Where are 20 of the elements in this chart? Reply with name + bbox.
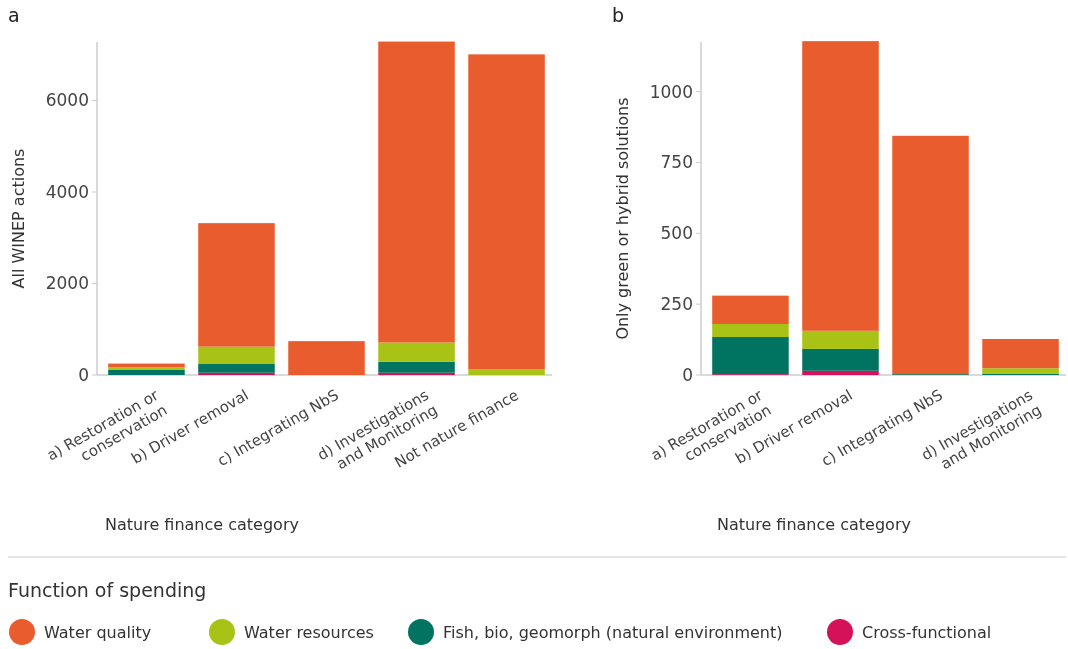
y-axis-title: Only green or hybrid solutions	[613, 97, 632, 340]
legend-label: Fish, bio, geomorph (natural environment)	[443, 622, 783, 642]
y-tick-label: 1000	[649, 81, 693, 102]
y-tick-label: 750	[660, 152, 693, 173]
x-axis-title: Nature finance category	[105, 515, 299, 534]
x-axis-title: Nature finance category	[717, 515, 911, 534]
y-tick-label: 6000	[45, 90, 89, 111]
legend-label: Cross-functional	[862, 622, 992, 642]
y-tick-label: 500	[660, 223, 693, 244]
y-tick-label: 250	[660, 294, 693, 315]
legend-label: Water quality	[44, 622, 152, 642]
legend-title: Function of spending	[8, 579, 207, 601]
legend-label: Water resources	[244, 622, 374, 642]
y-tick-label: 4000	[45, 181, 89, 202]
y-tick-label: 2000	[45, 273, 89, 294]
chart-title: b	[612, 4, 625, 26]
y-tick-label: 0	[78, 364, 89, 385]
y-tick-label: 0	[682, 364, 693, 385]
chart-title: a	[8, 4, 20, 26]
y-axis-title: All WINEP actions	[9, 148, 28, 289]
